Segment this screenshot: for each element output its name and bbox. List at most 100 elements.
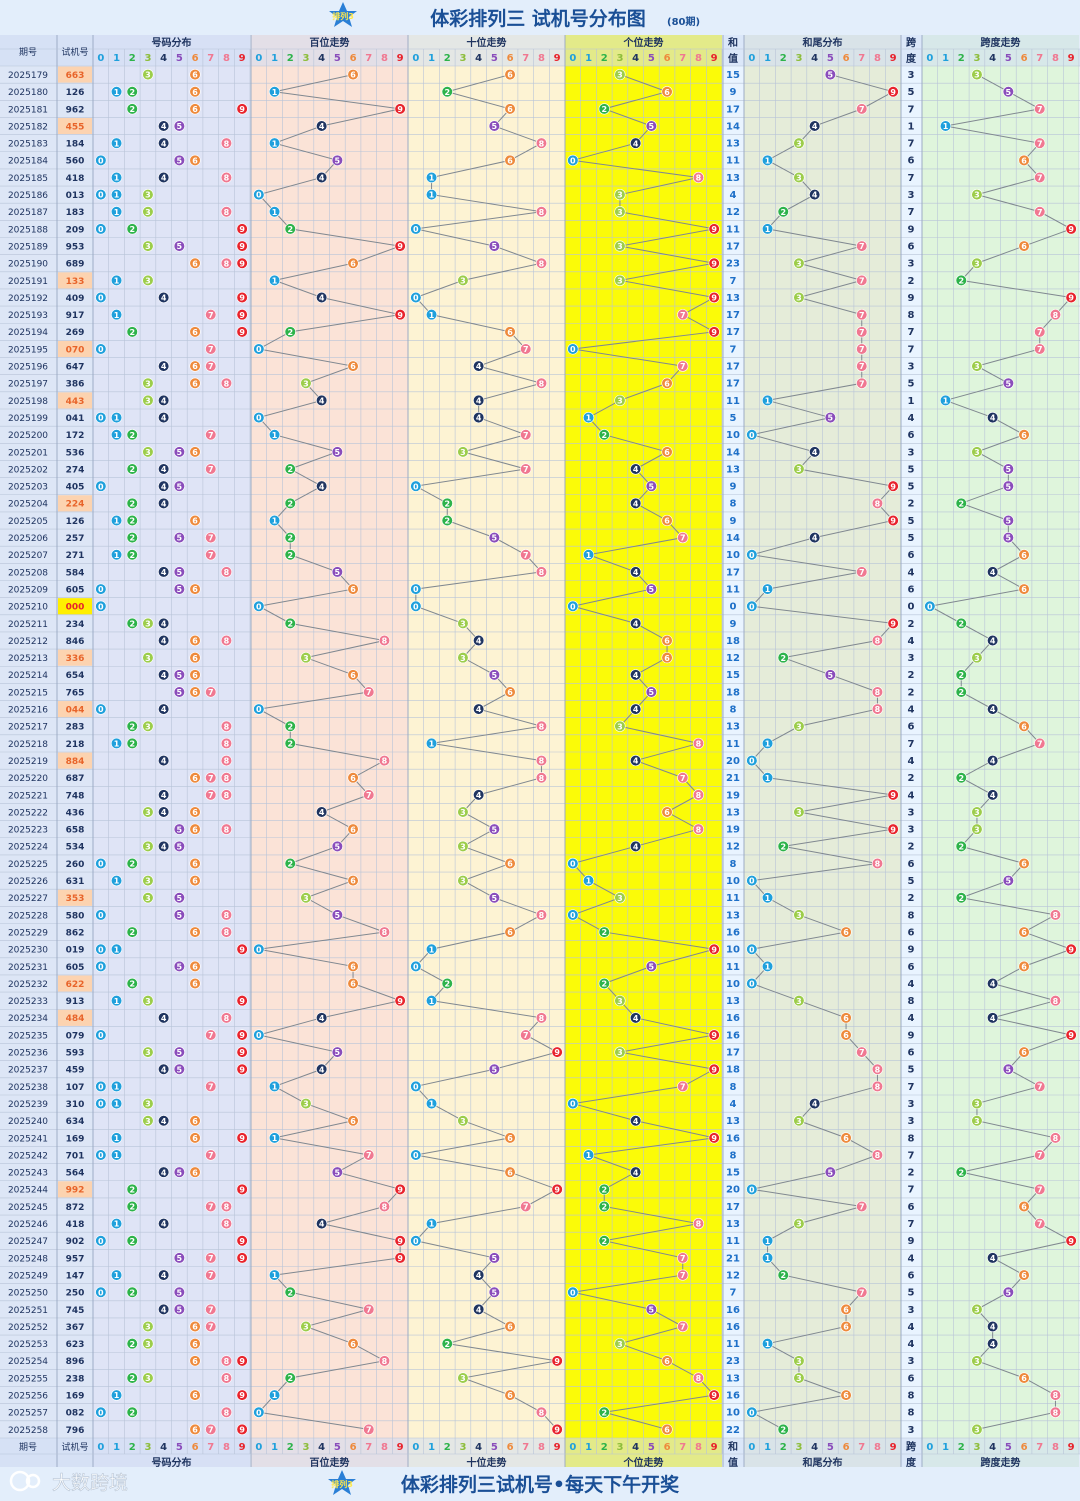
span-ball: [1018, 857, 1030, 870]
shi-ball-label: 5: [492, 122, 498, 131]
footer-brand: 大数跨境: [52, 1472, 128, 1494]
span-ball: [971, 806, 983, 818]
span-cell: 6: [908, 722, 915, 733]
distribution-ball-label: 8: [224, 1357, 230, 1366]
distribution-ball: [95, 857, 107, 870]
span-cell: 3: [908, 825, 915, 836]
distribution-ball-label: 3: [145, 1117, 151, 1126]
distribution-ball-label: 0: [98, 945, 104, 954]
ge-ball: [645, 480, 657, 492]
bai-ball-label: 2: [287, 1288, 293, 1297]
sum-tail-ball-label: 2: [780, 654, 786, 663]
distribution-ball-label: 7: [208, 1305, 214, 1314]
shi-ball: [488, 892, 500, 904]
distribution-ball-label: 6: [192, 88, 198, 97]
distribution-ball-label: 3: [145, 191, 151, 200]
span-ball-label: 4: [990, 1340, 996, 1349]
sum-tail-ball: [793, 806, 805, 818]
ge-ball: [630, 754, 642, 767]
distribution-ball-label: 1: [114, 1134, 120, 1143]
sum-tail-ball-label: 7: [859, 242, 865, 251]
distribution-ball: [95, 1029, 107, 1041]
issue-cell: 2025179: [8, 71, 48, 81]
issue-cell: 2025206: [8, 534, 48, 544]
sum-cell: 22: [726, 1425, 740, 1436]
shi-ball-label: 1: [429, 997, 435, 1006]
shiji-cell: 953: [66, 242, 85, 252]
distribution-ball: [158, 840, 170, 852]
shi-ball-label: 6: [507, 1134, 513, 1143]
span-ball: [1002, 86, 1014, 98]
distribution-ball-label: 8: [224, 1220, 230, 1229]
distribution-ball-label: 2: [129, 1237, 135, 1246]
sum-tail-ball-label: 1: [765, 1237, 771, 1246]
shi-ball-label: 1: [429, 945, 435, 954]
sum-tail-ball-label: 0: [749, 551, 755, 560]
distribution-ball: [158, 634, 170, 647]
shi-ball-label: 5: [492, 825, 498, 834]
issue-cell: 2025253: [8, 1340, 48, 1350]
shi-ball: [457, 274, 469, 286]
ge-ball: [708, 291, 720, 304]
sum-tail-ball-label: 1: [765, 894, 771, 903]
digit-header: 2: [601, 1442, 608, 1453]
distribution-ball-label: 4: [161, 637, 167, 646]
issue-cell: 2025186: [8, 191, 48, 201]
shi-ball: [410, 600, 422, 612]
span-ball: [971, 68, 983, 81]
span-cell: 9: [908, 1236, 915, 1247]
sum-tail-ball: [887, 514, 899, 527]
span-cell: 3: [908, 447, 915, 458]
shi-ball-label: 5: [492, 894, 498, 903]
issue-cell: 2025195: [8, 345, 48, 355]
span-cell: 3: [908, 1356, 915, 1367]
digit-header: 1: [113, 1442, 120, 1453]
distribution-ball-label: 2: [129, 722, 135, 731]
distribution-ball-label: 3: [145, 894, 151, 903]
span-ball-label: 9: [1068, 294, 1074, 303]
shi-ball-label: 4: [476, 397, 482, 406]
sum-tail-ball-label: 8: [875, 1065, 881, 1074]
distribution-ball-label: 1: [114, 431, 120, 440]
shi-ball-label: 8: [539, 774, 545, 783]
bai-ball: [347, 360, 359, 372]
digit-header: 0: [748, 53, 755, 64]
shi-ball-label: 6: [507, 105, 513, 114]
ge-ball-label: 7: [680, 1083, 686, 1092]
bai-ball: [284, 532, 296, 544]
sum-tail-ball-label: 6: [843, 1323, 849, 1332]
digit-header: 2: [129, 53, 136, 64]
span-ball-label: 6: [1021, 156, 1027, 165]
distribution-ball: [95, 909, 107, 921]
digit-header: 4: [811, 53, 818, 64]
sum-tail-ball: [871, 857, 884, 870]
span-ball: [1034, 206, 1046, 218]
span-ball: [1034, 343, 1046, 355]
distribution-ball-label: 8: [224, 722, 230, 731]
shi-ball-label: 5: [492, 1288, 498, 1297]
ge-ball-label: 8: [696, 1374, 702, 1383]
sum-cell: 13: [726, 293, 740, 304]
sum-cell: 16: [726, 1013, 740, 1024]
distribution-ball-label: 5: [177, 1305, 183, 1314]
bai-ball-label: 0: [256, 1031, 262, 1040]
ge-ball-label: 6: [664, 448, 670, 457]
bai-ball: [347, 68, 359, 81]
bai-ball-label: 4: [319, 1065, 325, 1074]
sum-cell: 13: [726, 139, 740, 150]
shiji-cell: 580: [66, 911, 85, 921]
distribution-ball-label: 4: [161, 842, 167, 851]
distribution-ball-label: 6: [192, 585, 198, 594]
issue-cell: 2025238: [8, 1083, 48, 1093]
span-cell: 6: [908, 241, 915, 252]
digit-header: 5: [491, 53, 498, 64]
shi-ball-label: 5: [492, 1065, 498, 1074]
issue-cell: 2025247: [8, 1237, 48, 1247]
sum-tail-ball-label: 4: [812, 1100, 818, 1109]
span-cell: 1: [908, 121, 915, 132]
distribution-ball: [173, 909, 185, 921]
shi-ball-label: 8: [539, 911, 545, 920]
ge-ball-label: 1: [586, 414, 592, 423]
distribution-ball: [110, 274, 123, 286]
distribution-ball-label: 7: [208, 688, 214, 697]
